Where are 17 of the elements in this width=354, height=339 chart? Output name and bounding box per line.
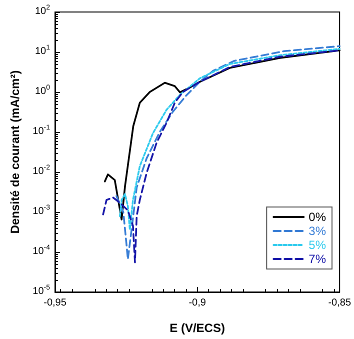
y-tick-label: 10$^{-2}$ <box>32 164 50 179</box>
y-tick-label: 10$^{0}$ <box>34 84 50 99</box>
legend-label: 0% <box>308 210 326 224</box>
y-axis-title: Densité de courant (mA/cm²) <box>8 70 22 234</box>
y-tick-label: 10$^{1}$ <box>34 44 50 59</box>
y-tick-label: 10$^{-3}$ <box>32 204 50 219</box>
x-tick-label: -0,85 <box>328 298 352 308</box>
y-tick-label: 10$^{-4}$ <box>32 244 50 259</box>
x-axis-title: E (V/ECS) <box>170 321 225 335</box>
legend-label: 5% <box>308 238 326 252</box>
x-tick-label: -0,95 <box>44 298 67 308</box>
y-tick-label: 10$^{2}$ <box>34 4 50 19</box>
legend-label: 7% <box>308 252 326 266</box>
legend-label: 3% <box>308 224 326 238</box>
x-tick-label: -0,9 <box>188 298 206 308</box>
y-tick-label: 10$^{-1}$ <box>32 124 50 139</box>
y-tick-label: 10$^{-5}$ <box>32 284 50 298</box>
